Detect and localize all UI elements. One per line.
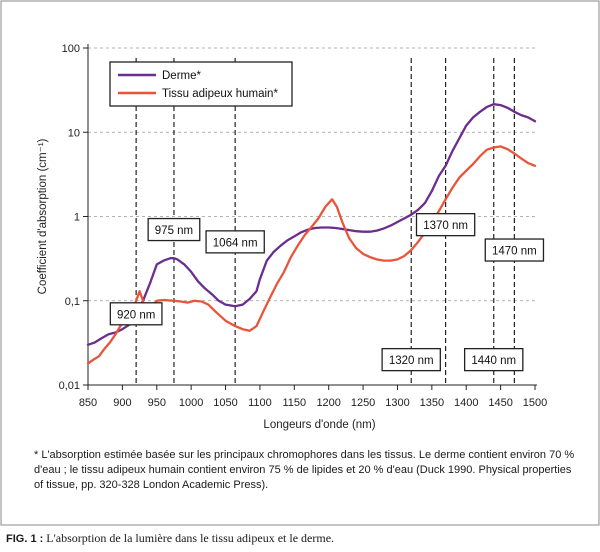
series-line — [86, 145, 537, 365]
caption-text: L'absorption de la lumière dans le tissu… — [43, 531, 335, 545]
legend-box — [109, 61, 293, 107]
annotation-box — [415, 213, 476, 237]
x-tick-label: 950 — [148, 397, 166, 409]
annotation-box — [147, 217, 201, 242]
x-tick-label: 1000 — [179, 397, 203, 409]
annotation-box — [463, 347, 524, 372]
figure-caption: FIG. 1 : L'absorption de la lumière dans… — [6, 531, 596, 546]
annotation-box — [205, 230, 265, 254]
x-tick-label: 1100 — [248, 397, 272, 409]
annotation-label: 1470 nm — [492, 246, 537, 258]
x-tick-label: 1350 — [420, 397, 444, 409]
y-tick-label: 0,1 — [65, 296, 80, 308]
x-tick-label: 900 — [113, 397, 131, 409]
legend-label: Tissu adipeux humain* — [162, 88, 278, 100]
y-tick-label: 10 — [68, 127, 80, 139]
caption-prefix: FIG. 1 : — [6, 533, 44, 545]
figure-frame — [0, 0, 600, 526]
annotation-label: 1320 nm — [389, 355, 434, 367]
x-tick-label: 1450 — [488, 397, 512, 409]
y-tick-label: 100 — [62, 43, 80, 55]
x-axis-label: Longeurs d'onde (nm) — [263, 419, 375, 431]
x-tick-label: 1400 — [454, 397, 478, 409]
legend-label: Derme* — [162, 70, 202, 82]
y-axis-label: Coefficient d'absorption (cm⁻¹) — [37, 138, 49, 294]
y-tick-label: 0,01 — [59, 380, 80, 392]
annotation-label: 975 nm — [155, 225, 193, 237]
y-tick-label: 1 — [74, 212, 80, 224]
x-tick-label: 1200 — [316, 397, 340, 409]
annotation-label: 1440 nm — [471, 355, 516, 367]
x-tick-label: 1050 — [213, 397, 237, 409]
annotation-label: 1064 nm — [213, 237, 258, 249]
footnote: * L'absorption estimée basée sur les pri… — [34, 449, 575, 491]
annotation-label: 920 nm — [117, 309, 155, 321]
x-tick-label: 1500 — [523, 397, 547, 409]
x-tick-label: 1150 — [282, 397, 306, 409]
x-tick-label: 1300 — [385, 397, 409, 409]
annotation-box — [381, 347, 441, 372]
x-tick-label: 850 — [79, 397, 97, 409]
annotation-box — [109, 302, 163, 326]
annotation-box — [484, 238, 545, 262]
absorption-chart: 0,01 0,1 1 10 100 850 900 950 1000 1050 1100 1150 12… — [37, 43, 547, 431]
x-tick-label: 1250 — [351, 397, 375, 409]
annotation-label: 1370 nm — [423, 220, 468, 232]
